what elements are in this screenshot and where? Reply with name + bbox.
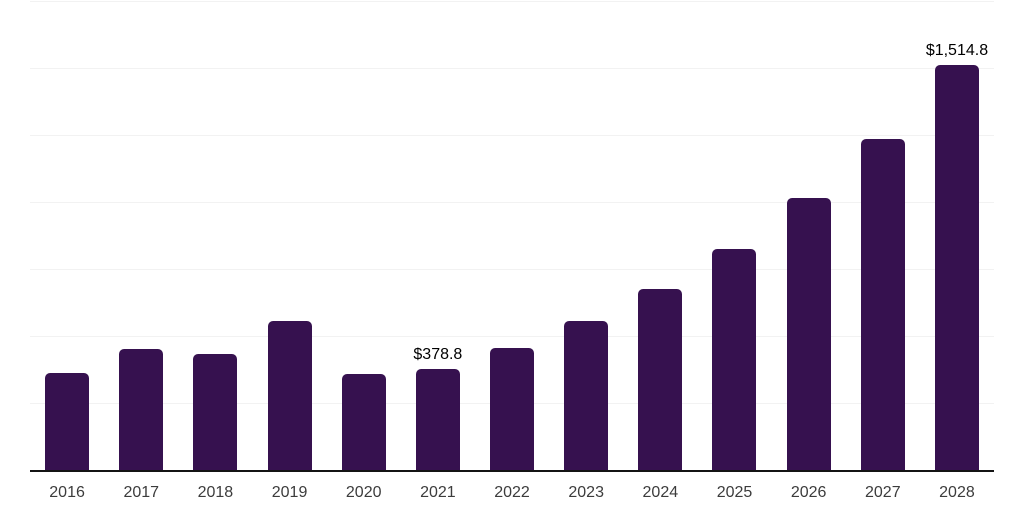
x-tick-label-2025: 2025 <box>716 484 753 501</box>
x-tick-label-2018: 2018 <box>197 484 234 501</box>
gridline <box>30 336 994 337</box>
x-axis-labels: 2016 2017 2018 2019 2020 2021 2022 2023 2024 2025… <box>30 484 994 502</box>
category-band-2022 <box>475 2 549 471</box>
gridline <box>30 1 994 2</box>
bar-2019 <box>267 321 312 471</box>
category-band-2017 <box>104 2 178 471</box>
bar-2026 <box>786 198 831 471</box>
bar-2018 <box>193 354 238 471</box>
plot-area: $378.8 $1,514.8 <box>30 1 994 471</box>
bar-2016 <box>45 372 90 471</box>
x-tick-label-2024: 2024 <box>642 484 679 501</box>
category-band-2026 <box>772 2 846 471</box>
x-tick-label-2020: 2020 <box>345 484 382 501</box>
bar-2025 <box>712 248 757 471</box>
x-tick-label-2021: 2021 <box>420 484 456 501</box>
category-band-2020 <box>327 2 401 471</box>
bar-2022 <box>490 347 535 471</box>
gridline <box>30 68 994 69</box>
x-tick-label-2017: 2017 <box>123 484 160 501</box>
bar-2028 <box>934 65 979 471</box>
category-band-2019 <box>252 2 326 471</box>
bar-2027 <box>860 139 905 471</box>
category-band-2018 <box>178 2 252 471</box>
category-band-2027 <box>846 2 920 471</box>
gridline <box>30 202 994 203</box>
bar-2020 <box>341 374 386 471</box>
category-band-2024 <box>623 2 697 471</box>
category-band-2016 <box>30 2 104 471</box>
category-band-2021: $378.8 <box>401 2 475 471</box>
gridline <box>30 269 994 270</box>
data-label-2028: $1,514.8 <box>925 42 989 60</box>
bar-2023 <box>564 320 609 471</box>
bar-2024 <box>638 288 683 471</box>
category-band-2023 <box>549 2 623 471</box>
x-tick-label-2023: 2023 <box>568 484 604 501</box>
x-tick-label-2016: 2016 <box>49 484 85 501</box>
data-label-2021: $378.8 <box>413 346 463 364</box>
x-tick-label-2022: 2022 <box>494 484 530 501</box>
category-band-2025 <box>697 2 771 471</box>
x-tick-label-2028: 2028 <box>939 484 975 501</box>
bar-2017 <box>119 349 164 471</box>
bar-2021 <box>415 369 460 471</box>
x-tick-label-2026: 2026 <box>790 484 827 501</box>
x-axis-line <box>30 470 994 472</box>
x-tick-label-2019: 2019 <box>271 484 308 501</box>
category-band-2028: $1,514.8 <box>920 2 994 471</box>
gridline <box>30 135 994 136</box>
bar-series: $378.8 $1,514.8 <box>30 2 994 471</box>
x-tick-label-2027: 2027 <box>865 484 901 501</box>
